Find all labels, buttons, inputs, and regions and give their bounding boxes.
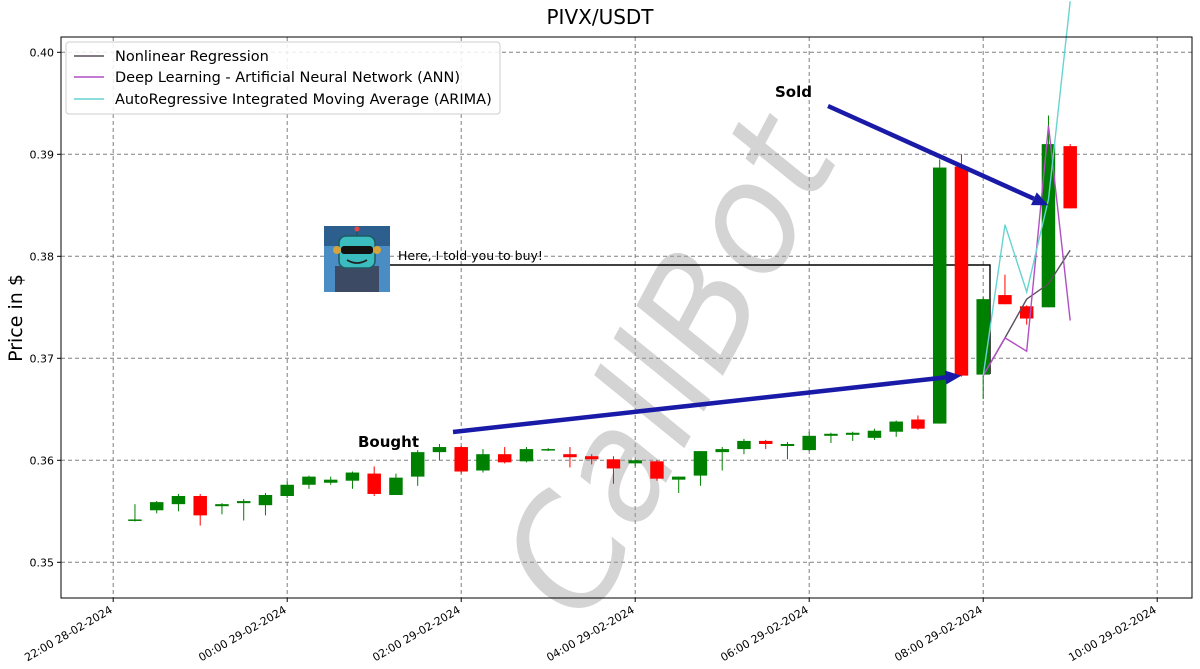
y-tick-label: 0.35 xyxy=(30,556,55,569)
candle-body xyxy=(889,421,903,432)
candle-body xyxy=(128,519,142,521)
candle-body xyxy=(584,456,599,460)
prediction-line xyxy=(982,125,1071,376)
sold-arrow-head xyxy=(1030,192,1049,206)
candle-body xyxy=(367,473,381,494)
candle-body xyxy=(476,454,490,471)
candle-body xyxy=(258,494,273,506)
bought-arrow-shaft xyxy=(452,375,946,435)
candle-body xyxy=(867,430,882,438)
plot-frame xyxy=(60,36,1193,599)
candle-body xyxy=(497,454,512,463)
trade-arrows xyxy=(452,103,1049,435)
y-tick-label: 0.37 xyxy=(30,352,55,365)
candle-body xyxy=(824,433,838,436)
sold-label: Sold xyxy=(775,83,812,101)
candle-body xyxy=(693,451,708,476)
legend-box xyxy=(65,41,501,115)
candle-body xyxy=(976,299,990,375)
legend-label-nonlinear: Nonlinear Regression xyxy=(115,49,269,65)
candle-body xyxy=(1063,146,1077,209)
x-tick-label: 08:00 29-02-2024 xyxy=(892,603,984,664)
candle-body xyxy=(1041,144,1056,308)
candle-body xyxy=(715,449,729,453)
watermark: CallBot xyxy=(468,86,875,643)
candle-body xyxy=(302,476,316,485)
candle-body xyxy=(432,447,447,453)
x-tick-label: 00:00 29-02-2024 xyxy=(196,603,288,664)
candle-body xyxy=(998,295,1012,305)
candle-body xyxy=(845,432,860,435)
y-tick-label: 0.38 xyxy=(30,250,55,263)
prediction-line xyxy=(982,1,1071,376)
chart-title: PIVX/USDT xyxy=(546,5,654,29)
candle-body xyxy=(454,447,468,472)
candle-body xyxy=(193,496,207,516)
candle-body xyxy=(932,167,947,424)
candle-body xyxy=(737,440,751,450)
candle-body xyxy=(606,459,621,469)
candle-body xyxy=(758,440,773,444)
y-axis-label: Price in $ xyxy=(5,274,27,362)
candle-body xyxy=(236,501,251,504)
callout-line xyxy=(390,264,991,374)
candle-body xyxy=(671,476,686,480)
candles xyxy=(128,115,1077,526)
y-tick-label: 0.40 xyxy=(30,46,55,59)
candle-body xyxy=(389,477,403,495)
candle-body xyxy=(171,496,186,505)
candle-body xyxy=(563,454,577,458)
candle-body xyxy=(323,479,338,483)
legend-label-arima: AutoRegressive Integrated Moving Average… xyxy=(115,92,492,108)
candle-body xyxy=(650,461,664,479)
x-tick-label: 10:00 29-02-2024 xyxy=(1066,603,1158,664)
candle-body xyxy=(911,419,925,429)
legend: Nonlinear Regression Deep Learning - Art… xyxy=(65,41,501,115)
candle-body xyxy=(149,502,164,511)
candle-body xyxy=(628,460,642,464)
candle-body xyxy=(345,472,360,481)
y-tick-label: 0.36 xyxy=(30,454,55,467)
x-tick-label: 02:00 29-02-2024 xyxy=(370,603,462,664)
bought-arrow-head xyxy=(944,370,962,385)
callout-group: Here, I told you to buy! xyxy=(324,226,991,374)
sold-arrow-shaft xyxy=(827,103,1035,201)
legend-label-ann: Deep Learning - Artificial Neural Networ… xyxy=(115,70,460,86)
candle-body xyxy=(410,452,425,477)
bought-label: Bought xyxy=(358,433,419,451)
robot-avatar-icon xyxy=(324,226,390,292)
candle-body xyxy=(541,449,555,451)
x-tick-label: 22:00 28-02-2024 xyxy=(22,603,114,664)
callout-text: Here, I told you to buy! xyxy=(398,248,543,263)
prediction-lines xyxy=(982,1,1071,376)
candle-body xyxy=(802,435,816,451)
candle-body xyxy=(215,504,229,507)
candle-body xyxy=(780,443,795,447)
y-tick-label: 0.39 xyxy=(30,148,55,161)
candle-body xyxy=(519,449,534,462)
candle-body xyxy=(280,484,294,496)
x-tick-label: 06:00 29-02-2024 xyxy=(718,603,810,664)
candle-body xyxy=(954,166,969,376)
